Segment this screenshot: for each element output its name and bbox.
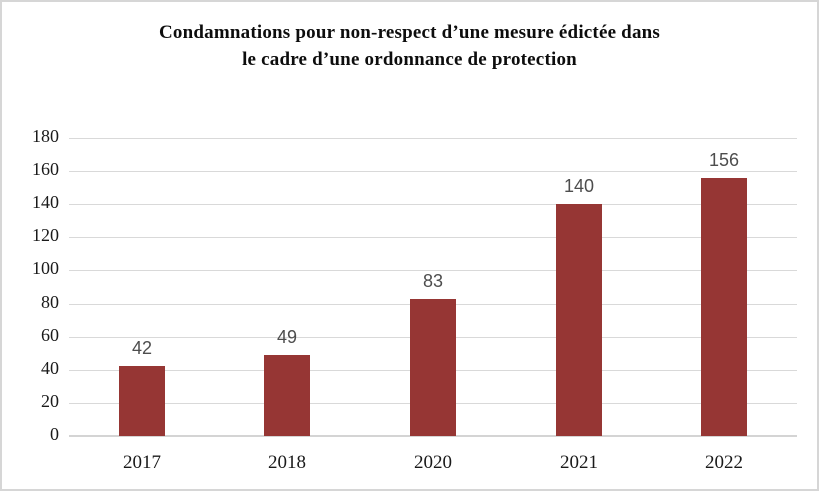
bar-value-label-2021: 140 <box>563 176 595 196</box>
y-tick-label-120: 120 <box>32 225 59 245</box>
gridline-160 <box>69 171 797 172</box>
y-tick-label-180: 180 <box>32 126 59 146</box>
bar-value-label-2018: 49 <box>276 327 298 347</box>
gridline-180 <box>69 138 797 139</box>
bar-value-label-2017: 42 <box>131 338 153 358</box>
y-tick-label-20: 20 <box>41 391 59 411</box>
bar-2020 <box>410 299 456 436</box>
chart-title-line-1: Condamnations pour non-respect d’une mes… <box>158 22 661 43</box>
x-tick-label-2020: 2020 <box>414 452 452 473</box>
bar-2018 <box>264 355 310 436</box>
x-axis-line <box>69 435 797 437</box>
y-tick-label-160: 160 <box>32 159 59 179</box>
y-tick-label-0: 0 <box>50 424 59 444</box>
gridline-120 <box>69 237 797 238</box>
y-tick-label-140: 140 <box>32 192 59 212</box>
x-tick-label-2018: 2018 <box>268 452 306 473</box>
x-tick-label-2021: 2021 <box>560 452 598 473</box>
bar-2022 <box>701 178 747 436</box>
y-tick-label-60: 60 <box>41 325 59 345</box>
y-tick-label-80: 80 <box>41 292 59 312</box>
chart-title: Condamnations pour non-respect d’une mes… <box>2 20 817 74</box>
bar-2021 <box>556 204 602 436</box>
bar-2017 <box>119 366 165 436</box>
chart-title-line-2: le cadre d’une ordonnance de protection <box>242 48 577 70</box>
y-tick-label-100: 100 <box>32 258 59 278</box>
gridline-100 <box>69 270 797 271</box>
x-tick-label-2017: 2017 <box>123 452 161 473</box>
y-tick-label-40: 40 <box>41 358 59 378</box>
gridline-140 <box>69 204 797 205</box>
x-tick-label-2022: 2022 <box>705 452 743 473</box>
plot-area: 0 20 40 60 80 100 120 140 160 180 42 2017 49 2018 83 20… <box>32 126 797 473</box>
bar-value-label-2022: 156 <box>708 150 740 170</box>
bar-value-label-2020: 83 <box>422 271 444 291</box>
